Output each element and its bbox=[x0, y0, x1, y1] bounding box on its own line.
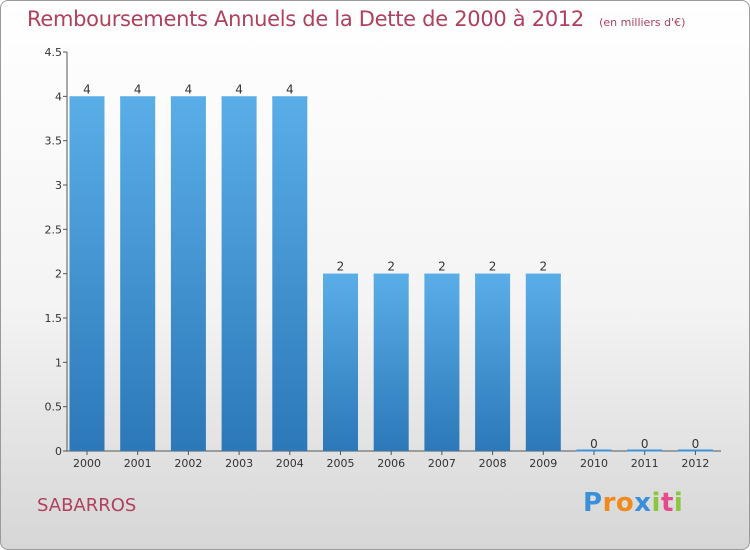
x-tick-label: 2000 bbox=[73, 457, 101, 470]
bar bbox=[475, 273, 511, 451]
data-label: 4 bbox=[235, 82, 243, 96]
logo-letter: x bbox=[634, 488, 652, 518]
logo-letter: o bbox=[615, 488, 635, 518]
x-tick-label: 2005 bbox=[327, 457, 355, 470]
data-label: 4 bbox=[83, 82, 91, 96]
x-tick-label: 2004 bbox=[276, 457, 304, 470]
chart-unit: (en milliers d'€) bbox=[599, 16, 686, 29]
logo-letter: r bbox=[602, 488, 616, 518]
bar bbox=[69, 96, 105, 451]
data-label: 0 bbox=[590, 437, 598, 451]
logo-letter: P bbox=[583, 488, 603, 518]
y-tick-label: 1.5 bbox=[45, 312, 63, 325]
x-tick-label: 2011 bbox=[631, 457, 659, 470]
data-label: 0 bbox=[641, 437, 649, 451]
bar bbox=[373, 273, 409, 451]
y-tick-label: 0 bbox=[55, 445, 62, 458]
bar-cap bbox=[69, 96, 105, 100]
y-tick-label: 2 bbox=[55, 268, 62, 281]
y-tick-label: 4 bbox=[55, 90, 62, 103]
bar bbox=[120, 96, 156, 451]
y-tick-label: 4.5 bbox=[45, 46, 63, 59]
logo-letter: i bbox=[651, 488, 661, 518]
data-label: 4 bbox=[134, 82, 142, 96]
bar bbox=[272, 96, 308, 451]
chart-title: Remboursements Annuels de la Dette de 20… bbox=[27, 7, 685, 31]
bar-cap bbox=[525, 273, 561, 277]
y-tick-label: 0.5 bbox=[45, 401, 63, 414]
town-name: SABARROS bbox=[37, 495, 137, 516]
bar-cap bbox=[323, 273, 358, 277]
chart-title-text: Remboursements Annuels de la Dette de 20… bbox=[27, 7, 584, 31]
bar-cap bbox=[221, 96, 257, 100]
bar-cap bbox=[170, 96, 206, 100]
bar bbox=[221, 96, 257, 451]
x-tick-label: 2009 bbox=[529, 457, 557, 470]
data-label: 2 bbox=[387, 260, 395, 274]
logo-letter: t bbox=[660, 488, 674, 518]
bar bbox=[424, 273, 460, 451]
bar bbox=[323, 273, 358, 451]
x-tick-label: 2012 bbox=[681, 457, 709, 470]
bar-cap bbox=[272, 96, 308, 100]
x-tick-label: 2001 bbox=[124, 457, 152, 470]
x-tick-label: 2006 bbox=[377, 457, 405, 470]
data-label: 2 bbox=[489, 260, 497, 274]
y-tick-label: 3 bbox=[55, 179, 62, 192]
x-tick-label: 2003 bbox=[225, 457, 253, 470]
x-tick-label: 2008 bbox=[479, 457, 507, 470]
y-tick-label: 1 bbox=[55, 356, 62, 369]
x-tick-label: 2007 bbox=[428, 457, 456, 470]
bar-cap bbox=[373, 273, 409, 277]
data-label: 2 bbox=[337, 260, 345, 274]
data-label: 4 bbox=[185, 82, 193, 96]
bar bbox=[525, 273, 561, 451]
data-label: 2 bbox=[438, 260, 446, 274]
bar bbox=[170, 96, 206, 451]
bar-cap bbox=[475, 273, 511, 277]
data-label: 2 bbox=[539, 260, 547, 274]
x-tick-label: 2010 bbox=[580, 457, 608, 470]
logo-letter: i bbox=[673, 488, 684, 518]
proxiti-logo: Proxiti bbox=[583, 488, 683, 518]
y-tick-label: 3.5 bbox=[45, 135, 63, 148]
y-tick-label: 2.5 bbox=[45, 223, 63, 236]
data-label: 0 bbox=[692, 437, 700, 451]
bar-cap bbox=[120, 96, 156, 100]
x-tick-label: 2002 bbox=[174, 457, 202, 470]
bar-cap bbox=[424, 273, 460, 277]
data-label: 4 bbox=[286, 82, 294, 96]
